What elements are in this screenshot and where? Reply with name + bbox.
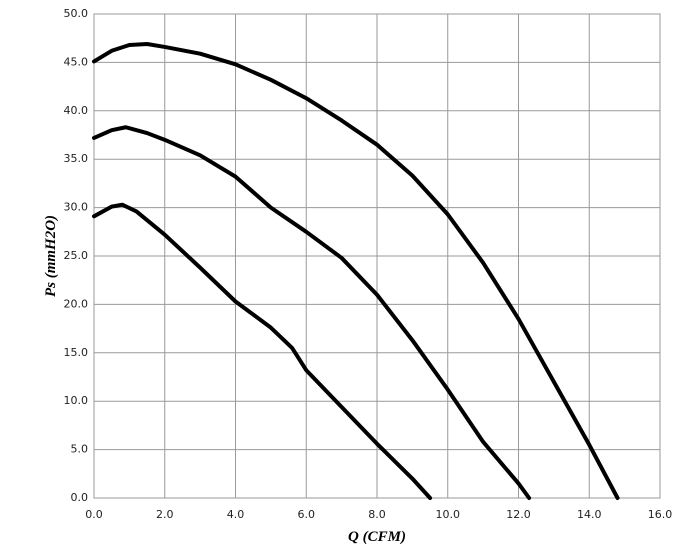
curve [92,125,532,500]
x-tick-label: 2.0 [156,508,174,521]
y-tick-label: 10.0 [64,394,89,407]
y-tick-label: 15.0 [64,346,89,359]
x-tick-label: 12.0 [506,508,531,521]
y-tick-label: 30.0 [64,201,89,214]
x-tick-label: 4.0 [227,508,245,521]
y-tick-label: 0.0 [71,491,89,504]
y-tick-label: 35.0 [64,152,89,165]
x-axis-title: Q (CFM) [348,529,406,545]
y-tick-label: 50.0 [64,7,89,20]
x-tick-label: 0.0 [85,508,103,521]
y-tick-label: 45.0 [64,55,89,68]
x-tick-label: 8.0 [368,508,386,521]
x-tick-label: 14.0 [577,508,602,521]
y-axis-title: Ps (mmH2O) [43,215,59,297]
y-tick-label: 40.0 [64,104,89,117]
x-tick-label: 10.0 [436,508,461,521]
y-tick-label: 25.0 [64,249,89,262]
curve [92,42,620,500]
y-tick-label: 20.0 [64,297,89,310]
curve [92,202,433,500]
y-tick-label: 5.0 [71,443,89,456]
x-tick-label: 6.0 [298,508,316,521]
x-tick-label: 16.0 [648,508,673,521]
